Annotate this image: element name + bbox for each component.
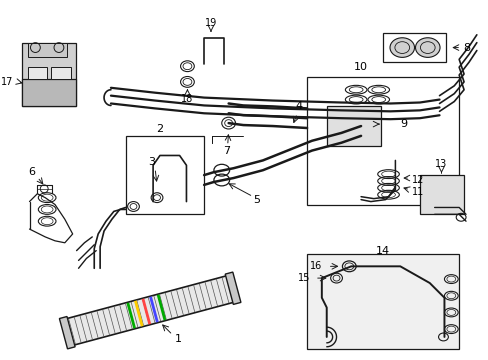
Text: 16: 16 bbox=[309, 261, 321, 271]
Bar bbox=[21, 43, 76, 107]
Text: 6: 6 bbox=[28, 167, 35, 177]
Text: 12: 12 bbox=[411, 175, 423, 185]
Bar bbox=[306, 77, 458, 204]
Bar bbox=[27, 67, 47, 79]
Text: 4: 4 bbox=[295, 102, 302, 112]
Text: 9: 9 bbox=[400, 119, 407, 129]
Text: 13: 13 bbox=[434, 159, 447, 169]
Bar bbox=[59, 316, 75, 349]
Ellipse shape bbox=[415, 38, 439, 57]
Text: 18: 18 bbox=[181, 94, 193, 104]
Text: 10: 10 bbox=[353, 62, 367, 72]
Bar bbox=[225, 272, 241, 305]
Text: 1: 1 bbox=[175, 334, 182, 344]
Text: 14: 14 bbox=[375, 246, 389, 256]
Text: 3: 3 bbox=[148, 157, 155, 167]
Bar bbox=[51, 67, 71, 79]
Text: 19: 19 bbox=[204, 18, 217, 28]
Bar bbox=[21, 79, 76, 107]
Bar bbox=[27, 43, 67, 57]
Text: 7: 7 bbox=[223, 145, 230, 156]
Text: 8: 8 bbox=[463, 42, 469, 53]
Bar bbox=[419, 175, 463, 214]
Bar bbox=[382, 33, 446, 62]
Text: 5: 5 bbox=[253, 195, 260, 204]
Bar bbox=[63, 275, 236, 346]
Bar bbox=[306, 253, 458, 349]
Ellipse shape bbox=[389, 38, 414, 57]
Text: 15: 15 bbox=[297, 273, 309, 283]
Bar bbox=[326, 107, 380, 146]
Bar bbox=[125, 136, 203, 214]
Text: 11: 11 bbox=[411, 187, 423, 197]
Text: 2: 2 bbox=[156, 124, 163, 134]
Text: 17: 17 bbox=[1, 77, 14, 87]
